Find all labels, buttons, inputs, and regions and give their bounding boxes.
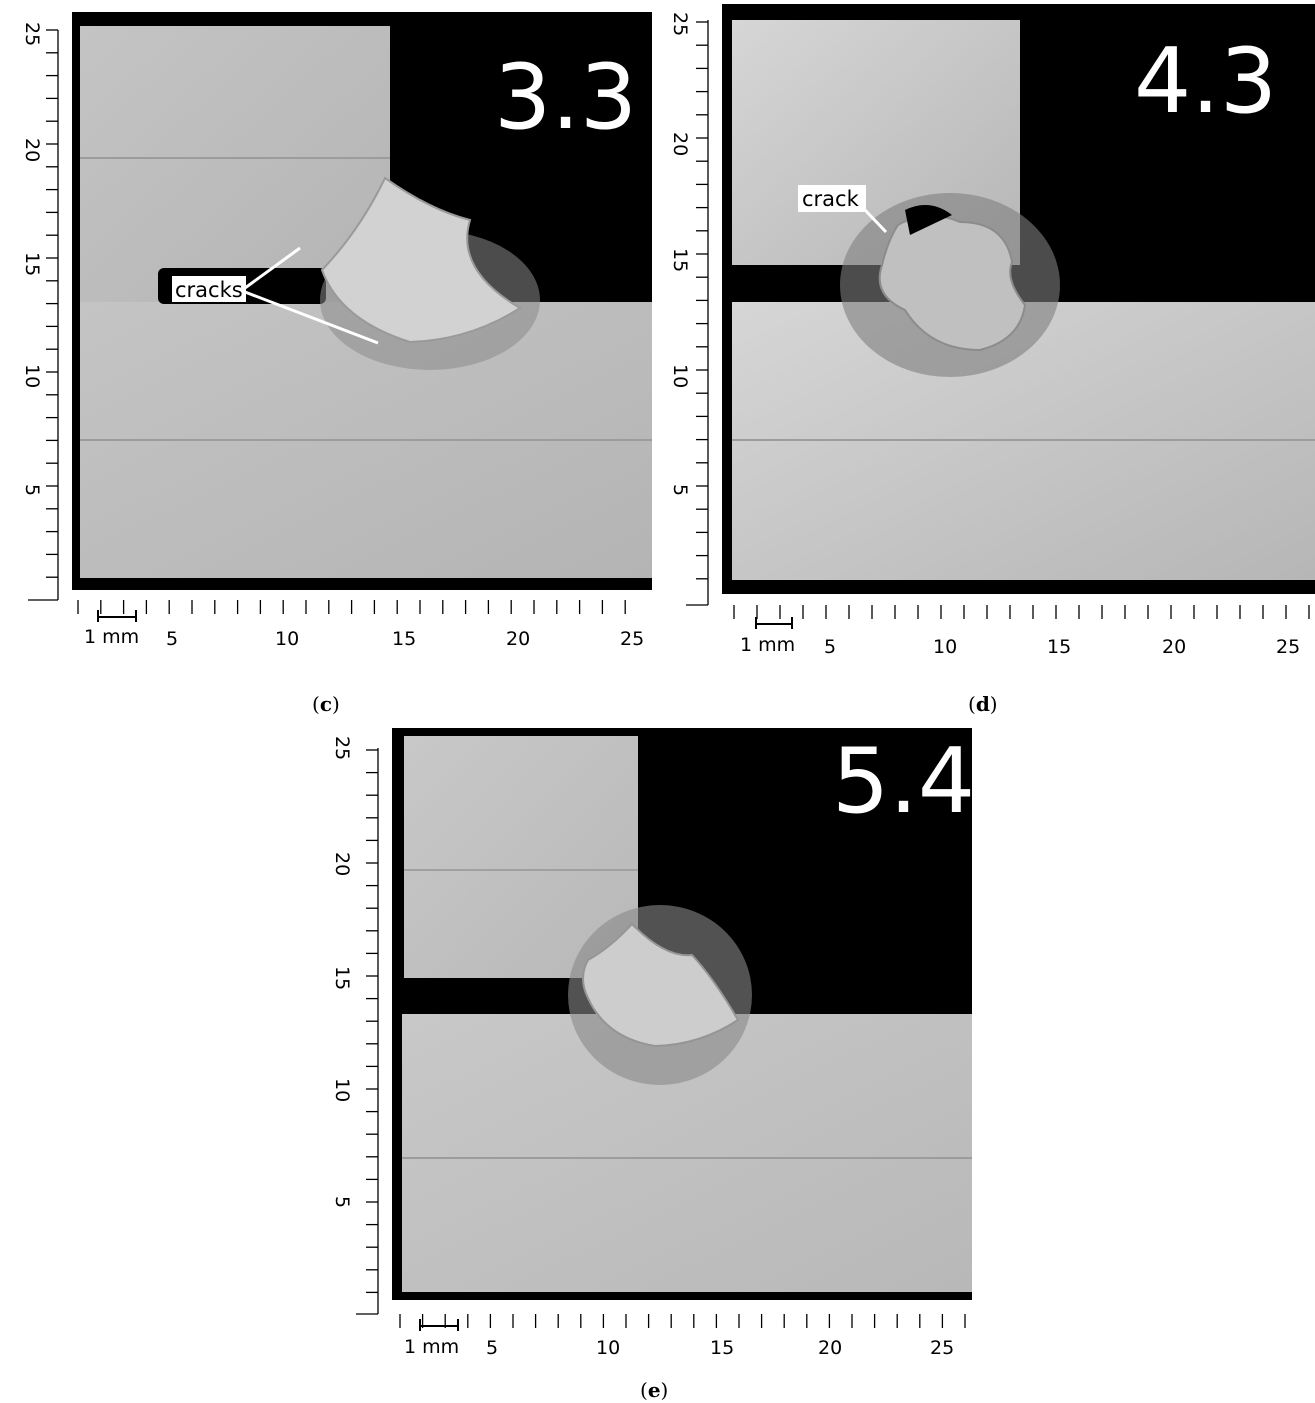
x-tick-label: 15	[710, 1337, 734, 1359]
x-tick-label: 20	[1162, 636, 1186, 658]
y-axis-ruler	[356, 748, 379, 1315]
panel-caption-d: (d)	[968, 692, 998, 716]
annotation-label: cracks	[175, 278, 243, 302]
y-axis-ticks	[366, 749, 378, 1294]
x-tick-label: 5	[486, 1337, 498, 1359]
y-axis-ticks	[46, 29, 58, 578]
scale-bar	[755, 617, 793, 629]
x-tick-label: 20	[506, 628, 530, 650]
macrograph-panel-e: 5.4 1 mm 5 10 15 20 25 5 10 15 20 25	[320, 720, 980, 1370]
y-tick-label: 25	[669, 12, 691, 36]
value-label: 4.3	[1134, 29, 1277, 134]
y-tick-label: 15	[669, 248, 691, 272]
y-tick-label: 20	[669, 132, 691, 156]
macrograph-c-svg: cracks 3.3 1 mm 5 10 15 20 25 5 10 15 20…	[21, 12, 652, 650]
x-tick-label: 10	[596, 1337, 620, 1359]
x-tick-label: 10	[275, 628, 299, 650]
x-tick-label: 10	[933, 636, 957, 658]
y-tick-label: 15	[21, 252, 43, 276]
x-tick-label: 15	[1047, 636, 1071, 658]
macrograph-panel-c: cracks 3.3 1 mm 5 10 15 20 25 5 10 15 20…	[0, 0, 660, 660]
x-tick-label: 25	[930, 1337, 954, 1359]
panel-caption-c: (c)	[312, 692, 340, 716]
y-axis-ticks	[696, 21, 708, 580]
x-axis-ticks	[399, 1314, 966, 1328]
scale-bar	[97, 610, 137, 622]
macrograph-panel-d: crack 4.3 1 mm 5 10 15 20 25 5 10 15 20 …	[660, 0, 1315, 670]
weld-bead	[582, 922, 740, 1048]
y-axis-ruler	[686, 20, 709, 606]
x-axis-ticks	[733, 605, 1310, 619]
weld-bead	[320, 176, 522, 344]
y-tick-label: 20	[331, 852, 353, 876]
x-tick-label: 15	[392, 628, 416, 650]
value-label: 5.4	[832, 729, 975, 834]
scale-bar-label: 1 mm	[84, 626, 139, 648]
annotation-box	[172, 276, 246, 302]
annotation-label: crack	[802, 187, 860, 211]
x-tick-label: 25	[620, 628, 644, 650]
scale-bar-label: 1 mm	[740, 634, 795, 656]
x-tick-label: 5	[824, 636, 836, 658]
macrograph-e-svg: 5.4 1 mm 5 10 15 20 25 5 10 15 20 25	[331, 728, 975, 1359]
x-tick-label: 20	[818, 1337, 842, 1359]
panel-caption-e: (e)	[640, 1378, 669, 1402]
x-axis-ticks	[77, 600, 626, 614]
y-tick-label: 15	[331, 966, 353, 990]
weld-bead	[878, 214, 1027, 352]
y-axis-ruler	[28, 30, 59, 601]
scale-bar	[419, 1319, 459, 1331]
y-tick-label: 20	[21, 138, 43, 162]
value-label: 3.3	[494, 45, 637, 150]
scale-bar-label: 1 mm	[404, 1336, 459, 1358]
y-tick-label: 5	[669, 484, 691, 496]
annotation-box	[798, 185, 866, 212]
gap	[404, 978, 584, 1014]
y-tick-label: 10	[669, 364, 691, 388]
crack-leader	[244, 290, 379, 345]
y-tick-label: 25	[21, 22, 43, 46]
y-tick-label: 10	[331, 1078, 353, 1102]
x-tick-label: 5	[166, 628, 178, 650]
x-tick-label: 25	[1276, 636, 1300, 658]
y-tick-label: 5	[21, 484, 43, 496]
y-tick-label: 5	[331, 1196, 353, 1208]
y-tick-label: 10	[21, 364, 43, 388]
y-tick-label: 25	[331, 736, 353, 760]
root-cavity	[905, 205, 952, 235]
crack-leader	[863, 208, 888, 234]
macrograph-d-svg: crack 4.3 1 mm 5 10 15 20 25 5 10 15 20 …	[669, 4, 1315, 658]
crack-leader	[244, 246, 301, 290]
